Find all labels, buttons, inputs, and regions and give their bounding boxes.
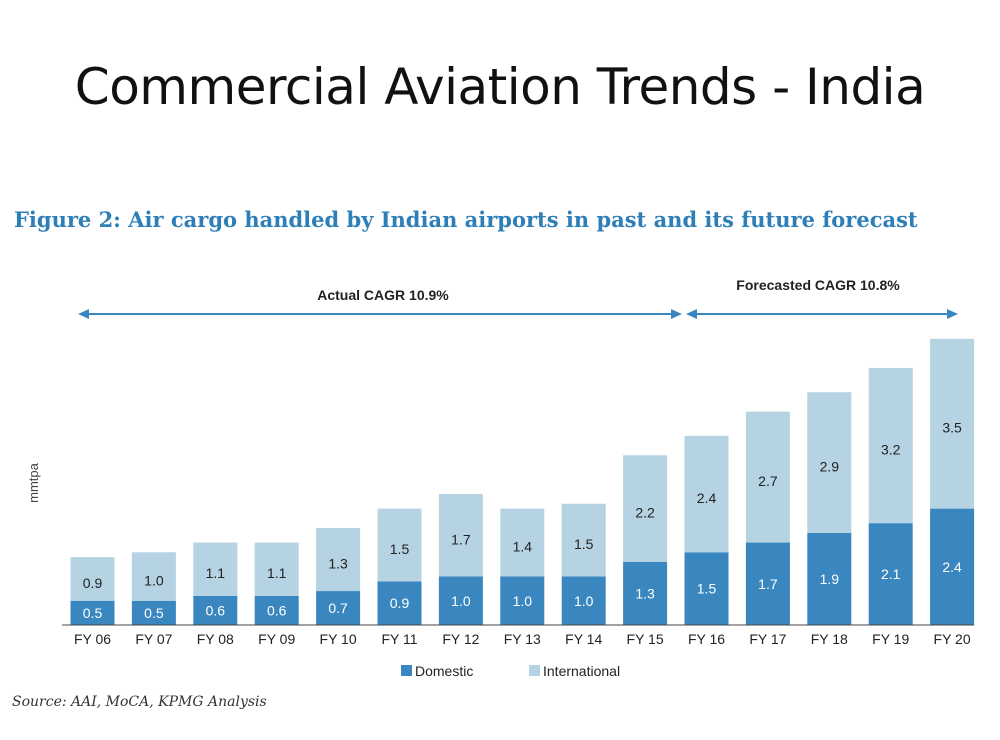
legend-swatch-international: [529, 665, 540, 676]
bar-international: [131, 552, 176, 601]
x-tick-label: FY 07: [135, 631, 172, 647]
data-label-international: 2.2: [635, 505, 655, 521]
data-label-domestic: 0.5: [83, 605, 103, 621]
data-label-international: 2.9: [820, 459, 840, 475]
bar-international: [500, 508, 545, 577]
bar-domestic: [377, 581, 422, 625]
bar-domestic: [930, 508, 975, 625]
legend-label-domestic: Domestic: [415, 663, 473, 679]
data-label-domestic: 0.9: [390, 595, 410, 611]
bar-domestic: [807, 532, 852, 625]
bar-international: [623, 455, 668, 562]
legend-label-international: International: [543, 663, 620, 679]
bar-international: [70, 557, 115, 601]
data-label-domestic: 2.4: [942, 559, 962, 575]
bar-domestic: [438, 576, 483, 625]
bar-international: [316, 528, 361, 592]
x-tick-label: FY 18: [811, 631, 848, 647]
x-tick-label: FY 14: [565, 631, 602, 647]
data-label-international: 1.0: [144, 573, 164, 589]
bar-domestic: [684, 552, 729, 625]
bar-international: [193, 542, 238, 596]
bar-domestic: [623, 561, 668, 625]
data-label-domestic: 0.7: [328, 600, 348, 616]
x-tick-label: FY 12: [442, 631, 479, 647]
data-label-international: 2.4: [697, 490, 717, 506]
data-label-domestic: 1.0: [451, 593, 471, 609]
bar-international: [684, 435, 729, 553]
x-tick-label: FY 10: [320, 631, 357, 647]
bar-international: [868, 367, 913, 524]
bar-domestic: [868, 523, 913, 625]
x-tick-label: FY 17: [749, 631, 786, 647]
data-label-international: 3.2: [881, 442, 901, 458]
data-label-international: 2.7: [758, 473, 778, 489]
x-tick-label: FY 09: [258, 631, 295, 647]
data-label-international: 1.7: [451, 531, 471, 547]
data-label-domestic: 1.0: [574, 593, 594, 609]
data-label-international: 1.1: [267, 565, 287, 581]
data-label-domestic: 1.5: [697, 581, 717, 597]
data-label-domestic: 1.7: [758, 576, 778, 592]
bar-domestic: [70, 600, 115, 625]
bar-international: [807, 392, 852, 533]
actual-cagr-arrow-head-left: [78, 309, 89, 319]
figure-title: Figure 2: Air cargo handled by Indian ai…: [14, 207, 918, 232]
data-label-international: 1.5: [574, 536, 594, 552]
y-axis-label: mmtpa: [26, 462, 41, 503]
annotation-forecast-cagr: Forecasted CAGR 10.8%: [736, 277, 900, 293]
legend-swatch-domestic: [401, 665, 412, 676]
bar-domestic: [193, 595, 238, 625]
x-tick-label: FY 19: [872, 631, 909, 647]
bar-domestic: [131, 600, 176, 625]
data-label-international: 0.9: [83, 575, 103, 591]
bar-domestic: [561, 576, 606, 625]
data-label-international: 1.3: [328, 556, 348, 572]
data-label-domestic: 0.5: [144, 605, 164, 621]
bar-international: [377, 508, 422, 582]
data-label-domestic: 0.6: [206, 602, 226, 618]
data-label-domestic: 0.6: [267, 602, 287, 618]
x-tick-label: FY 06: [74, 631, 111, 647]
forecast-cagr-arrow-head-left: [686, 309, 697, 319]
bar-domestic: [254, 595, 299, 625]
bar-domestic: [745, 542, 790, 625]
x-tick-label: FY 11: [381, 631, 417, 647]
data-label-domestic: 2.1: [881, 566, 901, 582]
data-label-international: 1.5: [390, 541, 410, 557]
data-label-domestic: 1.9: [820, 571, 840, 587]
bar-domestic: [500, 576, 545, 625]
bar-international: [930, 338, 975, 509]
data-label-domestic: 1.3: [635, 585, 655, 601]
x-tick-label: FY 13: [504, 631, 541, 647]
forecast-cagr-arrow-head-right: [947, 309, 958, 319]
actual-cagr-arrow-head-right: [671, 309, 682, 319]
x-tick-label: FY 16: [688, 631, 725, 647]
source-note: Source: AAI, MoCA, KPMG Analysis: [12, 694, 267, 710]
x-tick-label: FY 15: [627, 631, 664, 647]
bar-international: [561, 503, 606, 577]
annotation-actual-cagr: Actual CAGR 10.9%: [317, 287, 449, 303]
x-tick-label: FY 20: [934, 631, 971, 647]
slide-title: Commercial Aviation Trends - India: [74, 58, 926, 116]
bar-international: [438, 494, 483, 577]
data-label-international: 1.1: [206, 565, 226, 581]
bar-domestic: [316, 591, 361, 625]
bar-international: [254, 542, 299, 596]
data-label-international: 3.5: [942, 420, 962, 436]
bar-international: [745, 411, 790, 543]
data-label-domestic: 1.0: [513, 593, 533, 609]
x-tick-label: FY 08: [197, 631, 234, 647]
data-label-international: 1.4: [513, 539, 533, 555]
